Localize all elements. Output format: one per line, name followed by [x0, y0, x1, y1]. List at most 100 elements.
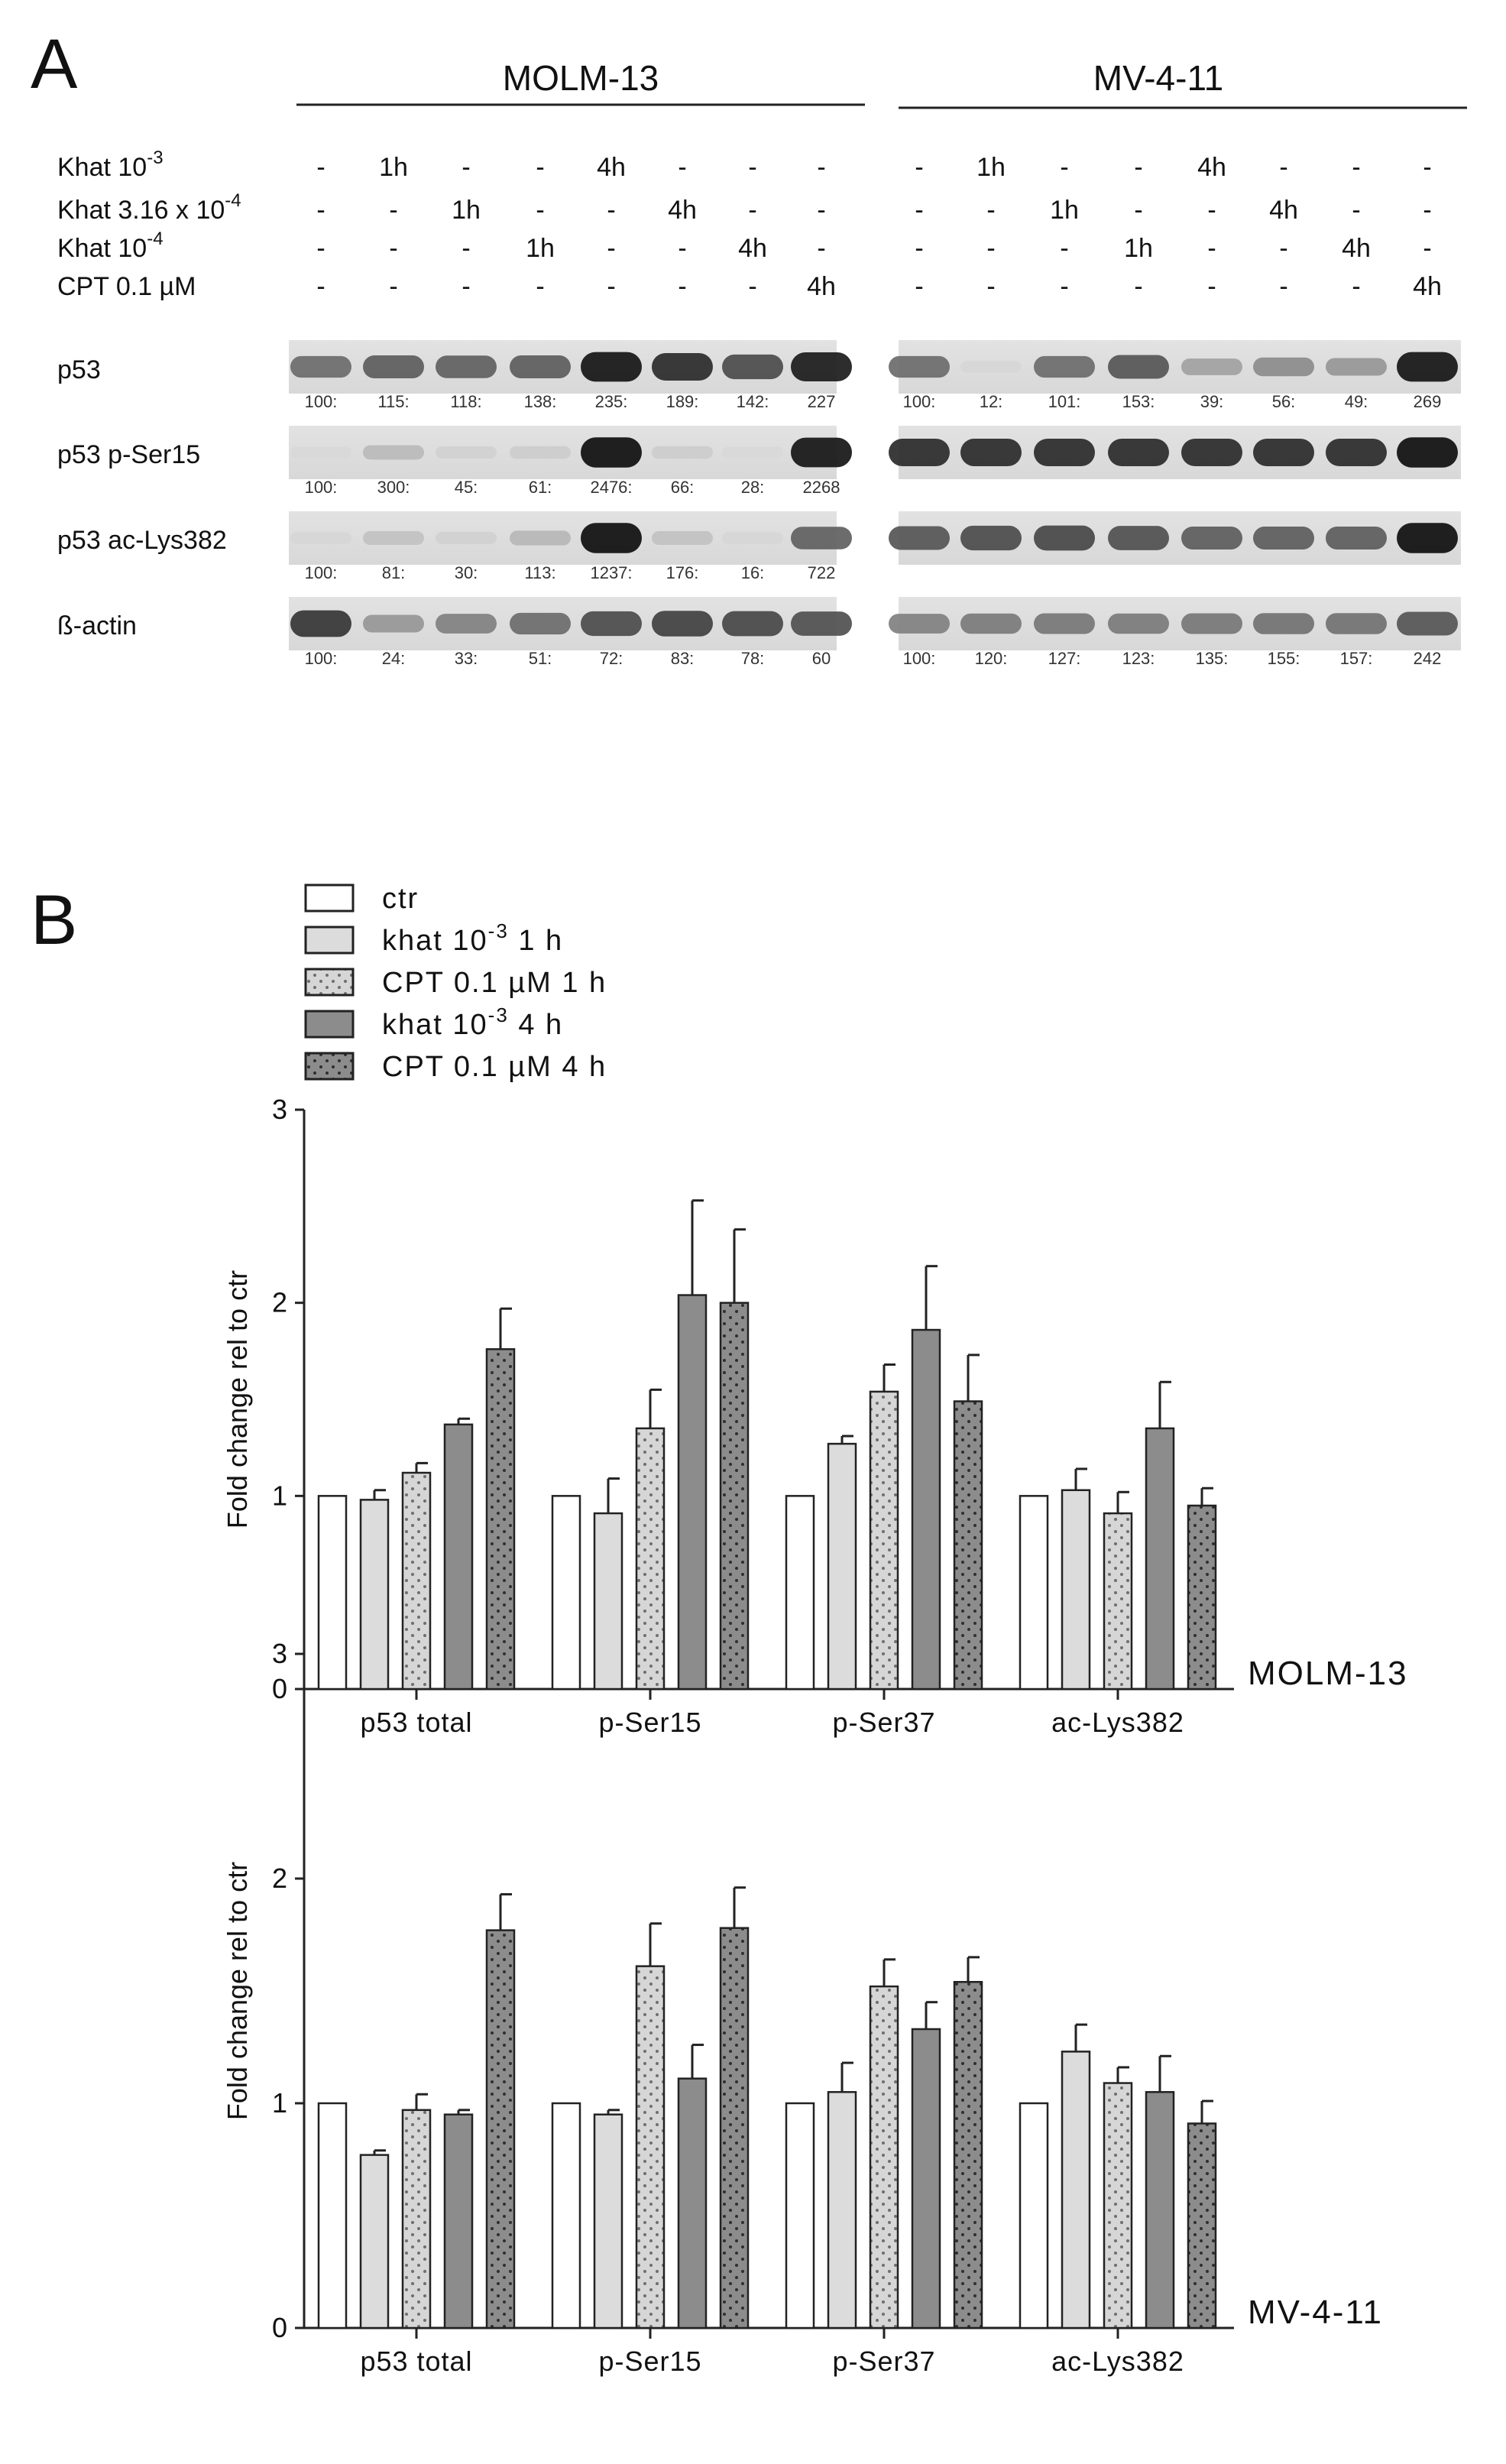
band-quantification: 113: — [524, 563, 555, 582]
blot-band — [1253, 438, 1314, 467]
blot-band — [581, 611, 642, 637]
bar — [635, 1965, 666, 2329]
blot-band — [1397, 611, 1458, 636]
cell-line-title-mv411: MV-4-11 — [1093, 58, 1223, 98]
blot-band — [290, 610, 351, 637]
blot-band — [1034, 355, 1095, 378]
blot-band — [290, 355, 351, 378]
treatment-cell-molm13: - — [316, 234, 325, 263]
treatment-cell-molm13: - — [817, 196, 825, 225]
treatment-cell-molm13: - — [462, 153, 470, 182]
band-quantification: 72: — [600, 649, 623, 668]
blot-band — [1181, 526, 1242, 550]
treatment-label: Khat 10-3 — [57, 148, 164, 182]
treatment-cell-mv411: 1h — [1050, 196, 1079, 225]
treatment-cell-mv411: - — [1207, 234, 1216, 263]
treatment-cell-mv411: 1h — [976, 153, 1006, 182]
blot-band — [436, 614, 497, 634]
x-category-label: ac-Lys382 — [1051, 1707, 1184, 1738]
blot-band — [1326, 613, 1387, 634]
blot-band — [436, 531, 497, 545]
bar — [911, 2028, 941, 2329]
blot-band — [652, 531, 713, 545]
blot-band — [290, 532, 351, 544]
panel-a-letter: A — [31, 25, 78, 103]
bar — [1187, 2122, 1217, 2329]
treatment-cell-mv411: - — [986, 196, 995, 225]
treatment-cell-molm13: - — [316, 272, 325, 301]
band-quantification: 189: — [666, 392, 699, 411]
treatment-cell-molm13: 1h — [452, 196, 481, 225]
legend-label: ctr — [382, 883, 419, 915]
bar — [953, 1980, 983, 2329]
blot-band — [722, 611, 783, 637]
x-category-label: p-Ser15 — [598, 1707, 701, 1738]
treatment-cell-molm13: - — [748, 272, 756, 301]
treatment-cell-mv411: - — [1207, 272, 1216, 301]
band-quantification: 101: — [1048, 392, 1081, 411]
y-tick-label: 2 — [272, 1287, 287, 1318]
treatment-cell-molm13: 1h — [379, 153, 408, 182]
bar — [1061, 1489, 1091, 1691]
treatment-cell-molm13: - — [748, 153, 756, 182]
bar — [1187, 1504, 1217, 1691]
treatment-cell-molm13: - — [607, 272, 615, 301]
bar — [869, 1390, 899, 1691]
legend-label: khat 10-3 4 h — [382, 1003, 563, 1041]
bar — [317, 1495, 348, 1691]
treatment-cell-mv411: - — [1423, 234, 1431, 263]
y-tick-label: 0 — [272, 1673, 287, 1704]
band-quantification: 81: — [382, 563, 406, 582]
treatment-cell-mv411: - — [1352, 196, 1360, 225]
blot-band — [1108, 526, 1169, 550]
blot-band — [1108, 438, 1169, 467]
bar — [1103, 1512, 1133, 1691]
blot-band — [960, 613, 1022, 634]
bar-chart-mv411: 0 1 2 3 Fold change rel to ctr p53 total p-Ser… — [222, 1638, 1381, 2377]
band-quantification: 269 — [1414, 392, 1442, 411]
band-quantification: 100: — [305, 392, 338, 411]
treatment-cell-molm13: - — [607, 196, 615, 225]
blot-band — [581, 523, 642, 553]
bar — [359, 1499, 390, 1691]
treatment-cell-mv411: 4h — [1413, 272, 1442, 301]
blot-band — [436, 355, 497, 378]
band-quantification: 142: — [737, 392, 769, 411]
legend-label: CPT 0.1 µM 4 h — [382, 1051, 607, 1083]
treatment-cell-mv411: 1h — [1124, 234, 1153, 263]
bar — [719, 1927, 750, 2329]
blot-band — [363, 355, 424, 379]
bar — [443, 1423, 474, 1691]
treatment-label: Khat 3.16 x 10-4 — [57, 190, 241, 225]
band-quantification: 127: — [1048, 649, 1081, 668]
treatment-cell-molm13: - — [536, 196, 544, 225]
treatment-cell-molm13: - — [389, 196, 397, 225]
treatment-cell-molm13: 4h — [597, 153, 626, 182]
legend-swatch — [304, 926, 355, 955]
bar — [1103, 2082, 1133, 2329]
bar — [827, 2091, 857, 2329]
y-tick-label: 0 — [272, 2312, 287, 2343]
blot-band — [889, 355, 950, 378]
treatment-label: Khat 10-4 — [57, 229, 164, 263]
treatment-cell-molm13: - — [817, 153, 825, 182]
bar — [785, 1495, 815, 1691]
blot-band — [652, 446, 713, 459]
treatment-cell-molm13: - — [607, 234, 615, 263]
treatment-cell-mv411: - — [1423, 153, 1431, 182]
bar — [551, 2102, 581, 2329]
band-quantification: 115: — [377, 392, 409, 411]
bar — [785, 2102, 815, 2329]
bar — [677, 2077, 708, 2329]
blot-band — [1181, 438, 1242, 467]
treatment-cell-molm13: 4h — [668, 196, 697, 225]
treatment-cell-molm13: - — [389, 272, 397, 301]
blot-band — [652, 352, 713, 381]
band-quantification: 235: — [595, 392, 628, 411]
band-quantification: 56: — [1272, 392, 1296, 411]
bar — [1145, 2091, 1175, 2329]
western-blots: 100: 115: 118: 138: 235: 189: 142: 227 100: 12: 10… — [289, 340, 1461, 668]
band-quantification: 66: — [671, 478, 695, 497]
treatment-cell-mv411: - — [1279, 272, 1287, 301]
blot-band — [581, 437, 642, 468]
